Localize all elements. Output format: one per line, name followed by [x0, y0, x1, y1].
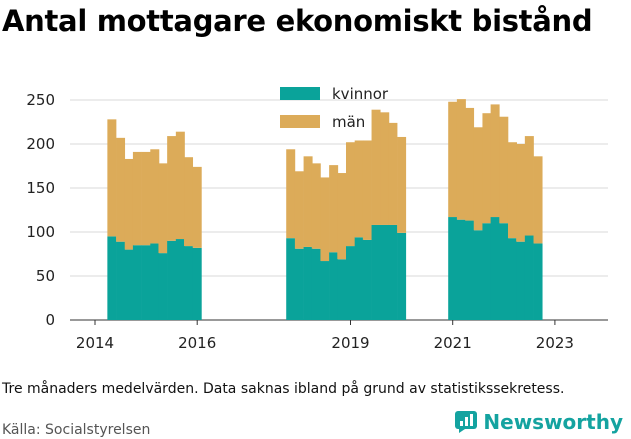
bar-man — [184, 157, 194, 247]
y-axis-tick-labels: 0 50 100 150 200 250 — [26, 91, 55, 329]
bar-kvinnor — [397, 232, 407, 320]
legend: kvinnor män — [280, 85, 389, 131]
bar-man — [141, 151, 151, 246]
bar-kvinnor — [362, 239, 372, 320]
bar-man — [107, 119, 117, 237]
bar-kvinnor — [116, 241, 126, 320]
bar-kvinnor — [132, 245, 142, 320]
bar-man — [175, 131, 185, 240]
x-axis: 2014 2016 2019 2021 2023 — [76, 320, 574, 352]
bar-man — [116, 137, 126, 242]
stacked-bar-chart: 0 50 100 150 200 250 2014 2016 2019 2021 2023 kvi… — [26, 85, 608, 352]
footnote: Tre månaders medelvärden. Data saknas ib… — [2, 381, 565, 397]
bar-man — [516, 144, 526, 242]
bar-kvinnor — [380, 224, 390, 320]
bar-kvinnor — [337, 259, 347, 320]
bar-kvinnor — [107, 236, 117, 320]
bar-kvinnor — [465, 220, 475, 320]
bar-man — [329, 165, 339, 253]
bar-man — [354, 140, 364, 238]
bar-kvinnor — [371, 224, 381, 320]
bar-man — [388, 122, 398, 225]
bar-kvinnor — [175, 239, 185, 320]
bar-man — [362, 140, 372, 240]
bar-man — [507, 142, 517, 239]
y-tick-label: 200 — [26, 135, 55, 153]
y-tick-label: 0 — [45, 311, 55, 329]
bar-kvinnor — [388, 224, 398, 320]
bar-man — [448, 101, 458, 218]
brand-logo-link[interactable]: Newsworthy — [455, 410, 623, 434]
bar-kvinnor — [286, 238, 296, 320]
bar-kvinnor — [158, 253, 168, 320]
chart-title: Antal mottagare ekonomiskt bistånd — [2, 4, 593, 38]
y-tick-label: 250 — [26, 91, 55, 109]
bar-man — [490, 104, 500, 218]
bar-man — [286, 149, 296, 239]
bar-kvinnor — [192, 247, 202, 320]
bar-man — [380, 112, 390, 225]
x-tick-label: 2014 — [76, 334, 114, 352]
bar-man — [499, 116, 509, 224]
bar-kvinnor — [294, 248, 304, 320]
bar-man — [482, 113, 492, 224]
legend-label-man: män — [332, 113, 365, 131]
bar-man — [167, 136, 177, 241]
bar-kvinnor — [329, 252, 339, 320]
bar-kvinnor — [311, 248, 321, 320]
bar-kvinnor — [473, 230, 483, 320]
bar-kvinnor — [448, 217, 458, 320]
bar-man — [524, 136, 534, 236]
bar-man — [337, 173, 347, 260]
bar-man — [192, 166, 202, 248]
brand-name: Newsworthy — [483, 410, 623, 434]
bar-man — [465, 107, 475, 221]
bar-man — [456, 99, 466, 220]
bars — [107, 99, 543, 320]
bar-kvinnor — [533, 243, 543, 320]
y-tick-label: 100 — [26, 223, 55, 241]
bar-kvinnor — [456, 219, 466, 320]
bar-kvinnor — [320, 261, 330, 320]
bar-kvinnor — [516, 241, 526, 320]
y-tick-label: 50 — [36, 267, 55, 285]
bar-kvinnor — [346, 246, 355, 320]
bar-man — [303, 156, 313, 247]
bar-kvinnor — [499, 223, 509, 320]
bar-kvinnor — [507, 238, 517, 320]
bar-man — [533, 156, 543, 244]
bar-man — [473, 127, 483, 231]
y-tick-label: 150 — [26, 179, 55, 197]
bar-kvinnor — [354, 237, 364, 320]
legend-swatch-man — [280, 115, 320, 128]
bar-kvinnor — [303, 246, 313, 320]
x-tick-label: 2021 — [434, 334, 472, 352]
bar-kvinnor — [150, 243, 160, 320]
bar-kvinnor — [490, 217, 500, 320]
bar-kvinnor — [124, 249, 134, 320]
bar-kvinnor — [141, 245, 151, 320]
source-credit: Källa: Socialstyrelsen — [2, 422, 151, 438]
newsworthy-logo-icon — [455, 411, 478, 433]
bar-man — [132, 151, 142, 246]
bar-man — [397, 136, 407, 233]
bar-man — [371, 109, 381, 225]
bar-man — [311, 163, 321, 249]
x-tick-label: 2016 — [178, 334, 216, 352]
bar-kvinnor — [524, 235, 534, 320]
x-tick-label: 2019 — [331, 334, 369, 352]
legend-swatch-kvinnor — [280, 87, 320, 100]
bar-man — [294, 171, 304, 249]
bar-man — [150, 149, 160, 244]
bar-man — [124, 158, 134, 250]
x-tick-label: 2023 — [536, 334, 574, 352]
bar-man — [346, 142, 355, 247]
bar-man — [158, 163, 168, 254]
bar-kvinnor — [482, 223, 492, 320]
legend-label-kvinnor: kvinnor — [332, 85, 389, 103]
bar-man — [320, 177, 330, 262]
bar-kvinnor — [184, 246, 194, 320]
bar-kvinnor — [167, 240, 177, 320]
